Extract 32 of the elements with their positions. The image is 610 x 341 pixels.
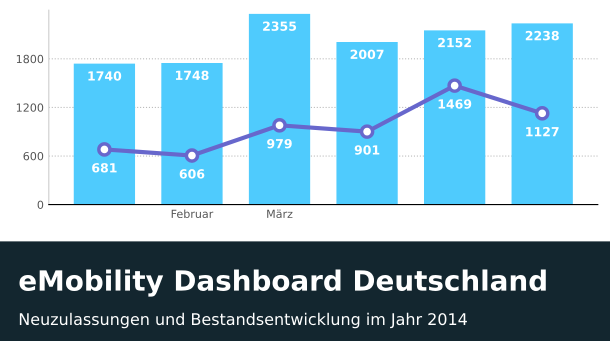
bar [248,14,310,205]
data-label: 901 [354,145,380,155]
data-label: 2007 [350,50,384,60]
point [97,142,112,157]
data-label: 1469 [438,99,472,109]
data-label: 1740 [88,71,122,81]
point [184,148,200,163]
bar [424,30,486,205]
data-label: 2355 [263,21,296,31]
text: Neuzulassungen und Bestandsentwicklung im Jahr 2014 [20,312,467,328]
data-label: 1127 [526,126,559,136]
bar [161,63,223,205]
bar [512,23,573,205]
data-label: 1748 [176,70,209,80]
bar [74,64,136,205]
y-tick-label: 600 [24,152,44,160]
data-label: 2152 [438,38,471,48]
bar [336,42,398,205]
y-tick-label: 1800 [16,54,44,64]
data-label: 979 [267,138,292,148]
point [534,106,550,121]
data-label: 2238 [526,30,559,40]
point [447,78,462,93]
text: eMobility Dashboard Deutschland [19,269,546,297]
point [272,118,287,133]
x-tick-label: Februar [172,209,214,218]
y-tick-label: 1200 [16,103,44,112]
data-label: 681 [92,163,117,173]
data-label: 606 [180,169,204,179]
point [360,124,374,139]
y-tick-label: 0 [38,200,44,209]
x-tick-label: März [267,209,292,218]
